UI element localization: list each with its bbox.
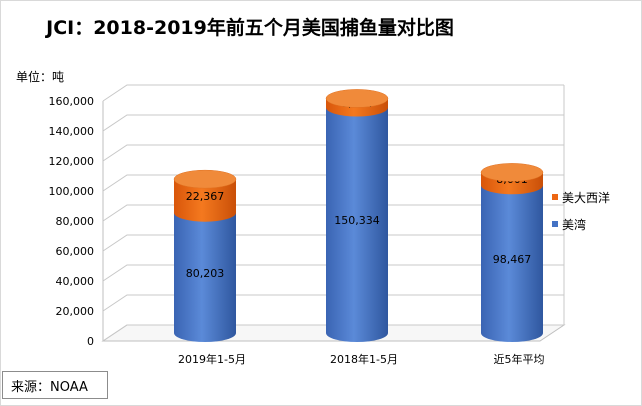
gridline bbox=[102, 204, 564, 222]
gridline bbox=[102, 264, 564, 282]
x-tick-label: 2019年1-5月 bbox=[178, 352, 246, 366]
legend-swatch bbox=[552, 194, 558, 200]
bar-atlantic bbox=[174, 179, 236, 222]
legend-label: 美大西洋 bbox=[562, 190, 610, 205]
y-tick-label: 160,000 bbox=[49, 95, 95, 108]
x-tick-label: 近5年平均 bbox=[494, 352, 545, 366]
y-tick-label: 100,000 bbox=[49, 185, 95, 198]
y-tick-label: 0 bbox=[87, 335, 94, 348]
x-tick-label: 2018年1-5月 bbox=[330, 352, 398, 366]
gridline bbox=[102, 174, 564, 192]
source-note-box: 来源：NOAA bbox=[2, 371, 108, 399]
data-label: 150,334 bbox=[334, 214, 380, 227]
source-note: 来源：NOAA bbox=[11, 380, 88, 395]
data-label: 98,467 bbox=[493, 253, 532, 266]
gridline bbox=[102, 84, 564, 102]
legend-swatch bbox=[552, 221, 558, 227]
y-tick-label: 80,000 bbox=[56, 215, 95, 228]
y-tick-label: 60,000 bbox=[56, 245, 95, 258]
chart-title: JCI：2018-2019年前五个月美国捕鱼量对比图 bbox=[44, 16, 454, 39]
gridline bbox=[102, 234, 564, 252]
gridline bbox=[102, 324, 564, 342]
data-label: 22,367 bbox=[186, 190, 225, 203]
gridline bbox=[102, 114, 564, 132]
bar-top-cap bbox=[173, 169, 237, 189]
data-label: 80,203 bbox=[186, 267, 225, 280]
gridline bbox=[102, 294, 564, 312]
gridline bbox=[102, 144, 564, 162]
y-tick-label: 120,000 bbox=[49, 155, 95, 168]
bar-gulf bbox=[174, 212, 236, 342]
bar-top-cap bbox=[480, 163, 544, 182]
bar-gulf bbox=[481, 185, 543, 342]
y-tick-label: 20,000 bbox=[56, 305, 95, 318]
plot-area: 0 20,000 40,000 60,000 80,000 100,000 120,000 1… bbox=[49, 84, 610, 366]
y-tick-label: 140,000 bbox=[49, 125, 95, 138]
bar-gulf bbox=[326, 107, 388, 343]
unit-label: 单位：吨 bbox=[16, 69, 64, 84]
legend-label: 美湾 bbox=[562, 217, 586, 232]
bar-top-cap bbox=[325, 89, 389, 108]
y-tick-label: 40,000 bbox=[56, 275, 95, 288]
